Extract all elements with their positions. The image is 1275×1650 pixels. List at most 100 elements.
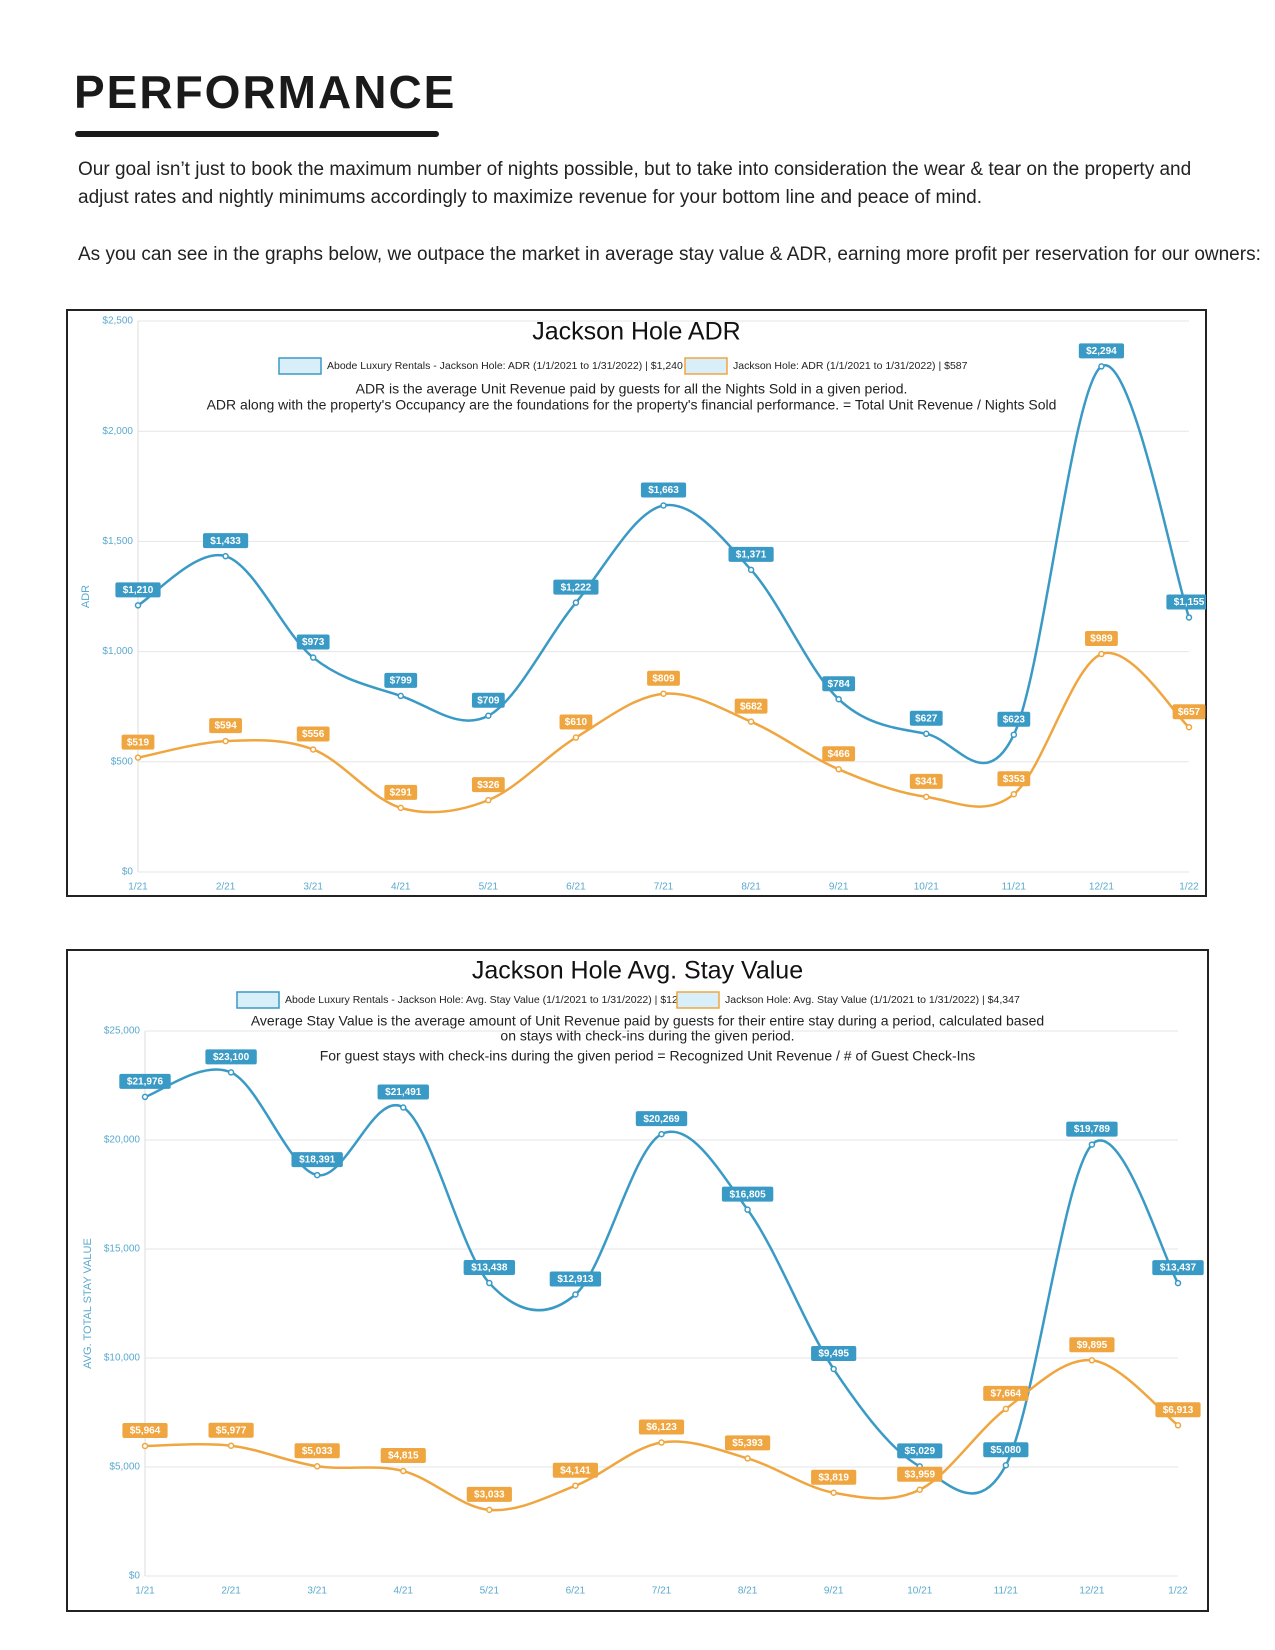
data-point — [485, 796, 492, 804]
data-label: $799 — [390, 676, 413, 687]
data-label-box — [471, 692, 505, 708]
data-label: $1,433 — [210, 536, 241, 547]
data-point — [1098, 650, 1105, 658]
data-label: $353 — [1003, 774, 1026, 785]
x-tick-label: 5/21 — [479, 882, 499, 893]
data-label: $5,080 — [991, 1445, 1022, 1456]
chart-description: ADR is the average Unit Revenue paid by … — [356, 381, 908, 397]
data-label: $21,491 — [385, 1087, 422, 1098]
data-label: $6,123 — [646, 1422, 677, 1433]
data-label: $23,100 — [213, 1052, 250, 1063]
data-label: $5,393 — [732, 1438, 763, 1449]
data-point — [134, 754, 142, 761]
chart-description: For guest stays with check-ins during th… — [320, 1048, 976, 1064]
data-label: $12,913 — [557, 1274, 594, 1285]
x-tick-label: 3/21 — [303, 882, 323, 893]
data-label-box — [822, 746, 856, 762]
data-label: $341 — [915, 776, 938, 787]
data-label: $973 — [302, 637, 325, 648]
data-label-box — [897, 1466, 943, 1482]
data-label-box — [983, 1385, 1029, 1401]
x-tick-label: 6/21 — [566, 882, 586, 893]
data-label: $3,959 — [904, 1469, 935, 1480]
data-label: $556 — [302, 729, 325, 740]
data-label-box — [115, 582, 161, 598]
data-label: $19,789 — [1074, 1124, 1111, 1135]
data-label: $3,819 — [818, 1472, 849, 1483]
data-label: $5,033 — [302, 1446, 333, 1457]
y-tick-label: $2,500 — [102, 316, 133, 327]
paragraph: Our goal isn’t just to book the maximum … — [78, 159, 1191, 180]
data-point — [1185, 723, 1193, 731]
data-point — [397, 692, 404, 700]
data-point — [658, 1130, 665, 1138]
data-label: $682 — [740, 701, 763, 712]
data-point — [744, 1455, 751, 1462]
data-point — [830, 1365, 837, 1373]
data-label-box — [1085, 631, 1118, 647]
data-point — [141, 1442, 149, 1450]
data-label: $784 — [828, 679, 851, 690]
y-axis-title: AVG. TOTAL STAY VALUE — [82, 1238, 94, 1369]
x-tick-label: 6/21 — [566, 1586, 586, 1597]
x-tick-label: 3/21 — [307, 1586, 327, 1597]
data-label-box — [559, 714, 593, 730]
data-point — [1098, 363, 1105, 370]
data-label-box — [119, 1073, 171, 1089]
data-label-box — [549, 1271, 602, 1287]
data-point — [572, 734, 580, 741]
data-point — [1010, 790, 1018, 798]
data-label-box — [811, 1346, 857, 1362]
data-label: $627 — [915, 713, 938, 724]
data-point — [660, 502, 667, 509]
data-label: $1,210 — [123, 585, 154, 596]
data-label: $291 — [390, 788, 413, 799]
data-point — [835, 695, 842, 703]
legend-swatch — [278, 357, 322, 375]
data-label: $989 — [1090, 634, 1113, 645]
data-point — [572, 599, 580, 606]
data-point — [1088, 1141, 1096, 1148]
x-tick-label: 8/21 — [741, 882, 761, 893]
data-label-box — [553, 579, 599, 595]
data-label: $5,977 — [216, 1425, 247, 1436]
data-point — [658, 1439, 665, 1446]
y-tick-label: $0 — [129, 1571, 141, 1582]
series-line — [144, 1068, 1180, 1495]
data-point — [923, 793, 930, 801]
legend-label: Abode Luxury Rentals - Jackson Hole: Avg… — [285, 994, 698, 1006]
data-point — [572, 1482, 579, 1489]
data-point — [309, 746, 317, 753]
data-point — [485, 712, 492, 719]
data-label: $4,815 — [388, 1451, 419, 1462]
data-label-box — [1166, 594, 1206, 610]
data-label-box — [647, 670, 680, 686]
data-point — [400, 1104, 407, 1111]
data-label-box — [728, 546, 774, 562]
data-point — [1174, 1279, 1182, 1287]
y-tick-label: $500 — [111, 756, 134, 767]
data-label-box — [997, 711, 1031, 727]
x-tick-label: 8/21 — [738, 1586, 758, 1597]
data-label: $594 — [214, 721, 237, 732]
data-label-box — [380, 1448, 426, 1464]
y-tick-label: $1,500 — [102, 536, 133, 547]
data-label-box — [202, 533, 249, 549]
chart: $0 $5,000 $10,000 $15,000 $20,000 $25,000 1/21… — [82, 957, 1204, 1597]
data-label-box — [384, 784, 418, 800]
data-label: $326 — [477, 780, 500, 791]
chart-description: on stays with check-ins during the given… — [500, 1028, 794, 1044]
data-label: $7,664 — [991, 1389, 1022, 1400]
data-label: $5,029 — [904, 1446, 935, 1457]
x-tick-label: 9/21 — [824, 1586, 844, 1597]
data-label: $610 — [565, 717, 588, 728]
paragraph: adjust rates and nightly minimums accord… — [78, 187, 982, 208]
data-point — [660, 690, 667, 697]
data-point — [744, 1206, 751, 1213]
series-line — [137, 364, 1191, 765]
data-label-box — [997, 771, 1031, 787]
data-label-box — [552, 1462, 599, 1478]
x-tick-label: 4/21 — [394, 1586, 414, 1597]
chart-title: Jackson Hole ADR — [532, 318, 740, 346]
data-label: $1,371 — [736, 549, 767, 560]
